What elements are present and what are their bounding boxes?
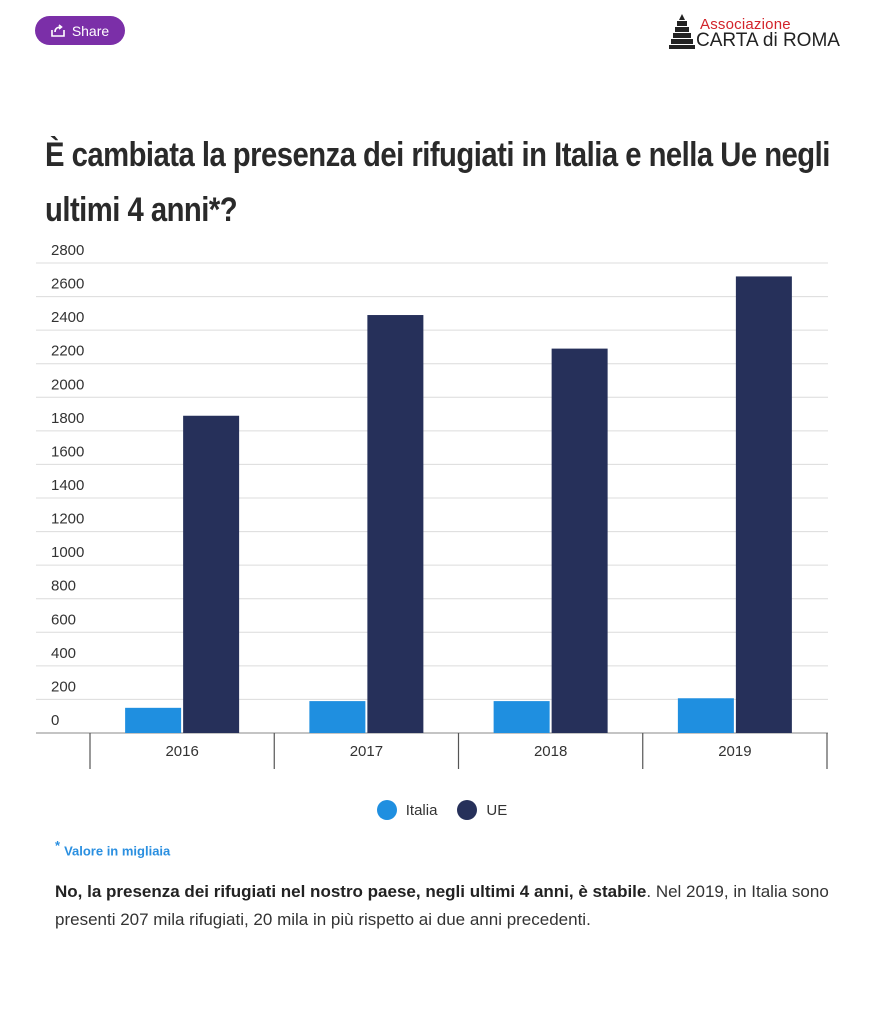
legend-label-italia: Italia <box>405 801 438 819</box>
legend-swatch-italia <box>376 800 397 820</box>
y-tick-label: 2600 <box>51 276 84 293</box>
bar-chart: 0 200 400 600 800 1000 1200 1400 1600 1800 2000 220… <box>36 242 828 769</box>
footnote: * Valore in migliaia <box>55 838 170 858</box>
x-tick-label: 2017 <box>350 743 383 760</box>
bar-ue-2018 <box>551 348 608 733</box>
share-label: Share <box>71 22 110 39</box>
y-tick-label: 200 <box>51 678 76 695</box>
y-tick-label: 2000 <box>51 376 84 393</box>
bar-ue-2019 <box>735 276 792 733</box>
x-tick-label: 2016 <box>165 743 198 760</box>
x-tick-label: 2019 <box>718 743 751 760</box>
footer-text: No, la presenza dei rifugiati nel nostro… <box>55 878 855 934</box>
y-tick-label: 600 <box>51 611 76 628</box>
legend-item-ue[interactable]: UE <box>457 800 507 820</box>
logo-name: CARTA di ROMA <box>696 30 840 51</box>
legend-swatch-ue <box>457 800 478 820</box>
y-tick-label: 2400 <box>51 309 84 326</box>
chart-legend: Italia UE <box>0 800 884 820</box>
footnote-star: * <box>55 838 61 853</box>
footnote-text: Valore in migliaia <box>64 843 171 859</box>
bar-ue-2017 <box>367 315 424 733</box>
logo-column-icon <box>669 14 695 49</box>
y-tick-label: 1800 <box>51 410 84 427</box>
share-button[interactable]: Share <box>35 16 125 45</box>
y-tick-label: 800 <box>51 578 76 595</box>
bar-italia-2018 <box>493 701 550 733</box>
chart-title: È cambiata la presenza dei rifugiati in … <box>45 136 830 229</box>
y-tick-label: 2800 <box>51 242 84 259</box>
y-tick-label: 1200 <box>51 511 84 528</box>
bar-ue-2016 <box>183 415 240 733</box>
y-tick-label: 2200 <box>51 343 84 360</box>
footer-bold: No, la presenza dei rifugiati nel nostro… <box>55 882 647 901</box>
bar-italia-2016 <box>125 707 182 733</box>
y-tick-label: 1400 <box>51 477 84 494</box>
logo-top-text: Associazione <box>700 16 791 33</box>
y-tick-label: 0 <box>51 712 59 729</box>
y-tick-label: 1600 <box>51 443 84 460</box>
bar-italia-2019 <box>677 698 734 733</box>
carta-di-roma-logo[interactable]: Associazione CARTA di ROMA <box>668 14 858 54</box>
y-tick-label: 1000 <box>51 544 84 561</box>
footer-rest: . Nel 2019, in Italia sono presenti 207 … <box>55 882 829 929</box>
legend-label-ue: UE <box>486 801 508 819</box>
y-tick-label: 400 <box>51 645 76 662</box>
legend-item-italia[interactable]: Italia <box>376 800 438 820</box>
bar-italia-2017 <box>309 701 366 733</box>
share-icon <box>51 24 65 37</box>
x-tick-label: 2018 <box>534 743 567 760</box>
